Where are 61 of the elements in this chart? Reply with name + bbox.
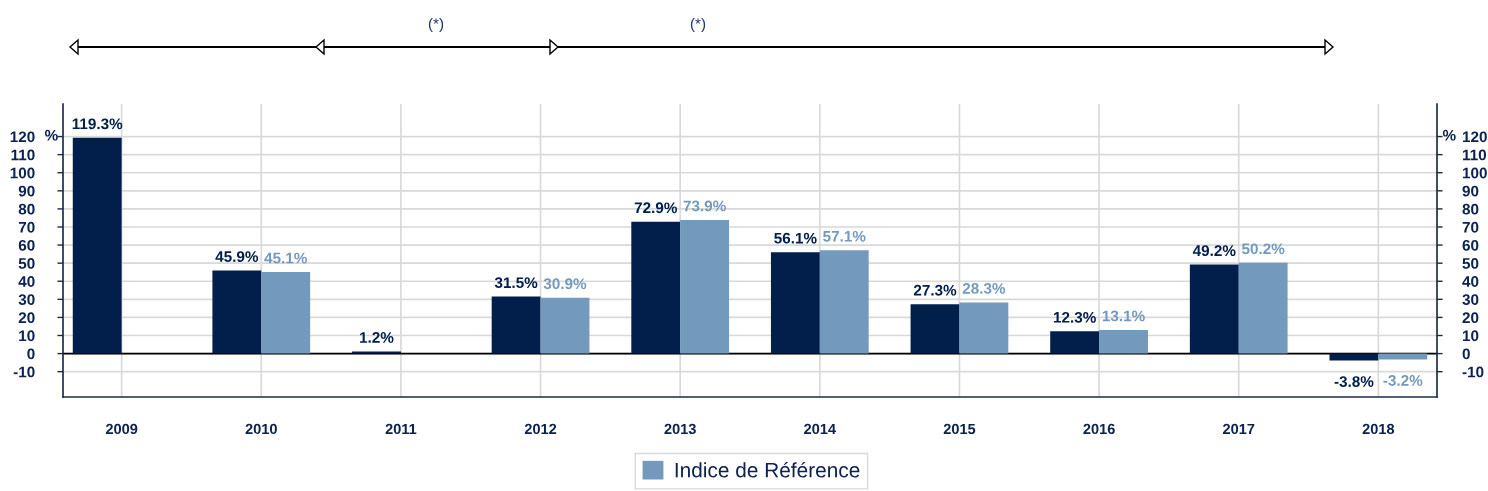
data-label: 73.9% [683,200,726,212]
y-tick-label: 60 [18,239,35,251]
y-tick-label: 110 [11,149,35,161]
data-label: -3.8% [1334,376,1374,387]
legend-label: Indice de Référence [675,461,860,478]
x-tick-label: 2012 [524,423,557,435]
y2-tick-label: 100 [1462,167,1487,179]
data-label: 45.9% [215,251,259,262]
data-label: 30.9% [543,278,587,290]
y-tick-label: 80 [18,203,35,215]
y2-tick-label: 80 [1462,203,1479,215]
y2-tick-label: 0 [1462,348,1470,360]
data-label: 12.3% [1053,311,1096,323]
x-tick-label: 2018 [1362,423,1395,435]
y2-tick-label: 30 [1462,294,1479,306]
y-tick-label: 40 [18,276,35,287]
y-axis-title: % [44,129,58,141]
x-tick-label: 2016 [1083,423,1115,435]
y2-tick-label: 90 [1462,185,1479,197]
x-tick-label: 2017 [1223,423,1255,435]
y2-tick-label: -10 [1462,366,1484,378]
y-tick-label: 120 [10,131,35,143]
x-tick-label: 2014 [804,423,836,435]
x-tick-label: 2015 [943,423,976,435]
data-label: 50.2% [1241,243,1285,255]
y-tick-label: 30 [18,294,35,306]
data-label: 119.3% [72,118,123,130]
data-label: 49.2% [1192,245,1236,257]
x-tick-label: 2009 [105,423,138,435]
y-tick-label: 50 [18,258,35,269]
y-tick-label: 10 [19,330,35,342]
x-tick-label: 2010 [245,423,277,435]
data-label: 31.5% [494,277,538,289]
y2-tick-label: 70 [1462,221,1479,233]
data-label: 1.2% [360,332,394,343]
y-tick-label: 100 [10,167,35,179]
y2-tick-label: 10 [1462,330,1479,342]
x-tick-label: 2013 [664,423,696,435]
y2-tick-label: 50 [1462,258,1479,269]
y2-tick-label: 60 [1462,239,1479,251]
y2-tick-label: 40 [1462,276,1479,287]
data-label: 72.9% [634,202,678,214]
data-label: 27.3% [913,284,957,296]
data-label: 57.1% [823,230,866,242]
data-label: 13.1% [1102,310,1145,322]
data-label: 45.1% [264,252,307,264]
y2-tick-label: 120 [1462,131,1487,143]
text: (*) [690,17,706,33]
y2-tick-label: 20 [1462,312,1479,324]
y2-axis-title: % [1442,129,1456,141]
y-tick-label: -10 [13,366,35,378]
text: (*) [428,17,444,33]
y-tick-label: 90 [18,185,35,197]
x-tick-label: 2011 [385,423,417,435]
y-tick-label: 20 [18,312,35,324]
data-label: -3.2% [1383,375,1423,386]
y-tick-label: 70 [18,221,35,233]
y-tick-label: 0 [27,348,35,360]
y2-tick-label: 110 [1462,149,1487,161]
data-label: 56.1% [774,232,817,244]
data-label: 28.3% [962,283,1006,294]
